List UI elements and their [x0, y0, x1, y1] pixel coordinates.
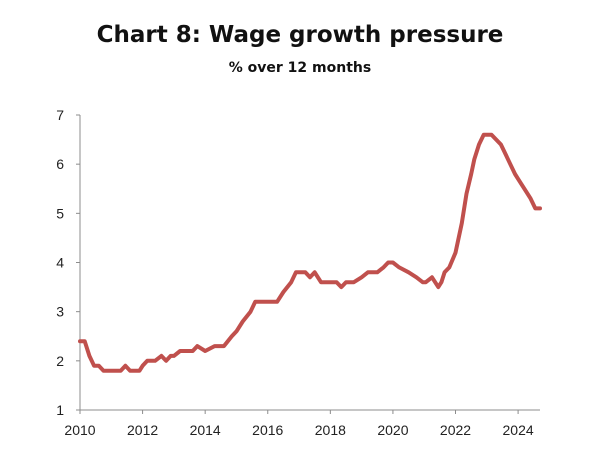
x-axis-ticks: 2010 2012 2014 2016 2018 2020 2022 2024 [64, 410, 534, 438]
y-tick-label: 2 [56, 353, 64, 369]
x-tick-label: 2012 [127, 422, 158, 438]
y-axis-ticks: 1 2 3 4 5 6 7 [56, 107, 80, 418]
chart-axes [79, 115, 540, 411]
x-tick-label: 2016 [252, 422, 283, 438]
y-tick-label: 4 [56, 255, 64, 271]
y-tick-label: 3 [56, 304, 64, 320]
y-tick-label: 1 [56, 402, 64, 418]
y-tick-label: 7 [56, 107, 64, 123]
plot-area [78, 132, 542, 373]
x-tick-label: 2018 [315, 422, 346, 438]
series-line [78, 132, 542, 373]
x-tick-label: 2022 [440, 422, 471, 438]
chart-subtitle: % over 12 months [228, 60, 372, 76]
chart-title: Chart 8: Wage growth pressure [96, 22, 504, 48]
x-tick-label: 2024 [503, 422, 534, 438]
x-tick-label: 2020 [377, 422, 408, 438]
y-tick-label: 6 [56, 156, 64, 172]
x-tick-label: 2014 [190, 422, 221, 438]
y-tick-label: 5 [56, 205, 64, 221]
x-tick-label: 2010 [64, 422, 95, 438]
